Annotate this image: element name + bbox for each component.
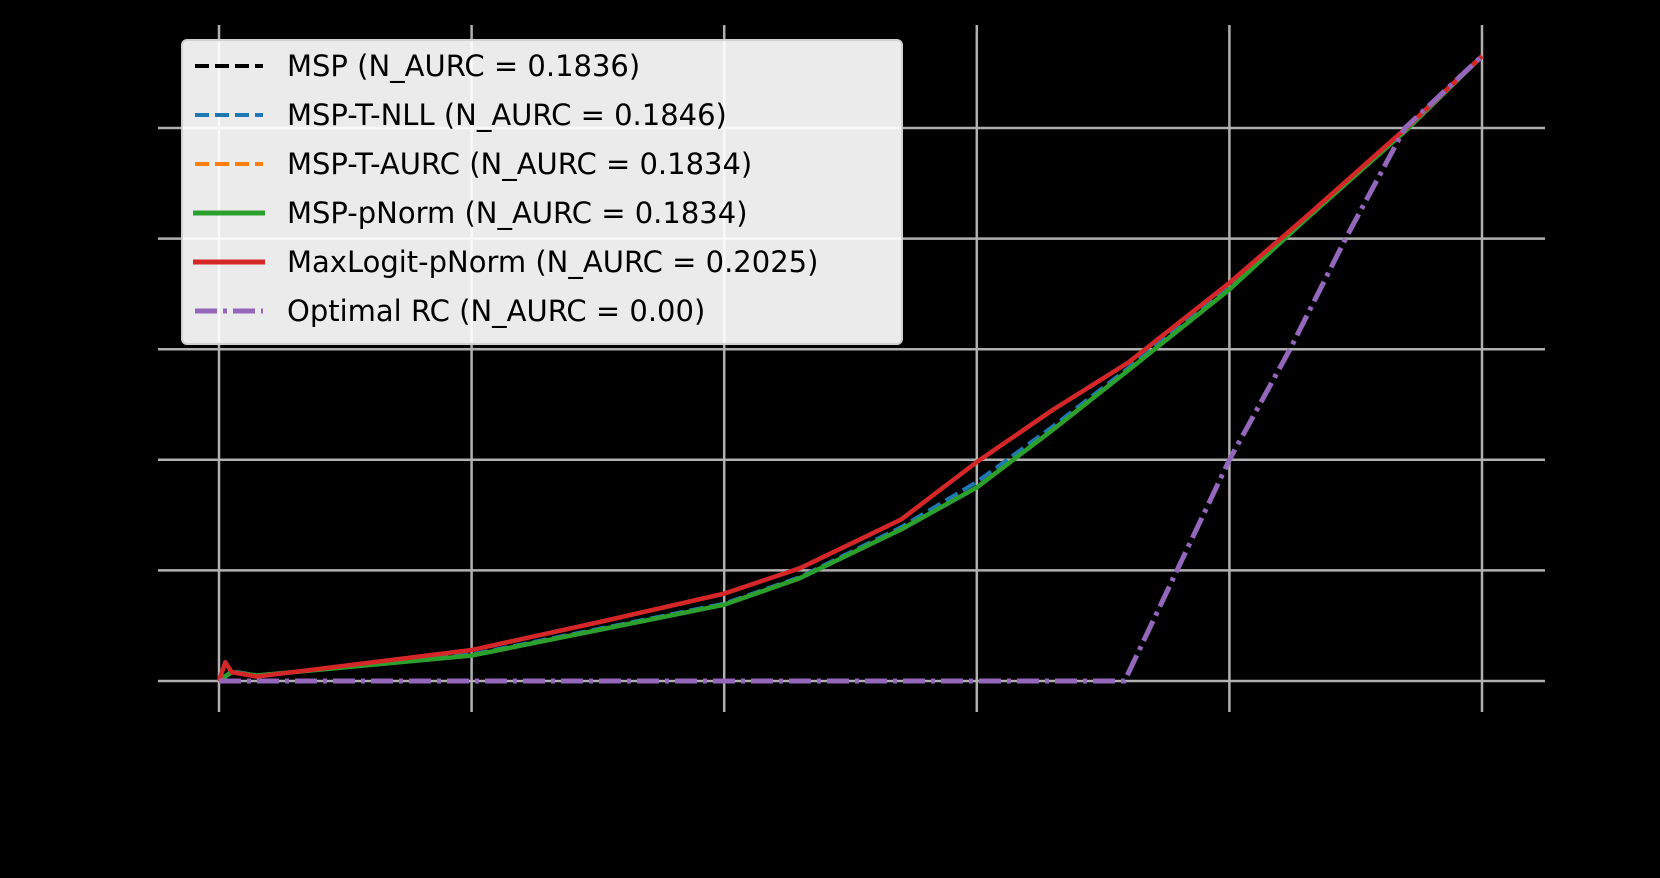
legend-label: MSP (N_AURC = 0.1836) (287, 48, 641, 83)
dashed-line-blue-icon (195, 112, 263, 117)
solid-line-green-icon (193, 210, 265, 215)
legend-item-msp: MSP (N_AURC = 0.1836) (183, 41, 640, 90)
legend: MSP (N_AURC = 0.1836) MSP-T-NLL (N_AURC … (181, 39, 903, 345)
legend-label: Optimal RC (N_AURC = 0.00) (287, 293, 706, 328)
legend-item-optimal-rc: Optimal RC (N_AURC = 0.00) (183, 286, 705, 335)
dashed-line-orange-icon (195, 161, 263, 166)
series-line-5 (219, 54, 1484, 684)
legend-label: MaxLogit-pNorm (N_AURC = 0.2025) (287, 244, 819, 279)
legend-item-msp-pnorm: MSP-pNorm (N_AURC = 0.1834) (183, 188, 748, 237)
legend-item-msp-t-aurc: MSP-T-AURC (N_AURC = 0.1834) (183, 139, 752, 188)
dashed-line-black-icon (195, 63, 263, 68)
solid-line-red-icon (193, 259, 265, 264)
legend-item-msp-t-nll: MSP-T-NLL (N_AURC = 0.1846) (183, 90, 727, 139)
series-line-4 (216, 54, 1484, 682)
legend-label: MSP-T-NLL (N_AURC = 0.1846) (287, 97, 727, 132)
plot-series (216, 54, 1484, 684)
legend-label: MSP-T-AURC (N_AURC = 0.1834) (287, 146, 753, 181)
legend-label: MSP-pNorm (N_AURC = 0.1834) (287, 195, 748, 230)
legend-item-maxlogit-pnorm: MaxLogit-pNorm (N_AURC = 0.2025) (183, 237, 818, 286)
dashdot-line-purple-icon (195, 308, 263, 313)
